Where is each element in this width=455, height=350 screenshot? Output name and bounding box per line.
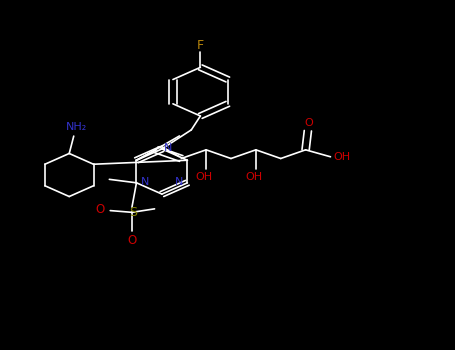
Text: N: N bbox=[175, 177, 183, 187]
Text: NH₂: NH₂ bbox=[66, 122, 86, 132]
Text: N: N bbox=[141, 177, 149, 187]
Text: OH: OH bbox=[333, 152, 350, 162]
Text: OH: OH bbox=[195, 172, 212, 182]
Text: F: F bbox=[197, 39, 204, 52]
Text: OH: OH bbox=[245, 172, 262, 182]
Text: O: O bbox=[96, 203, 105, 216]
Text: O: O bbox=[127, 233, 136, 247]
Text: S: S bbox=[129, 206, 137, 219]
Text: N: N bbox=[164, 142, 172, 153]
Text: O: O bbox=[305, 118, 313, 128]
